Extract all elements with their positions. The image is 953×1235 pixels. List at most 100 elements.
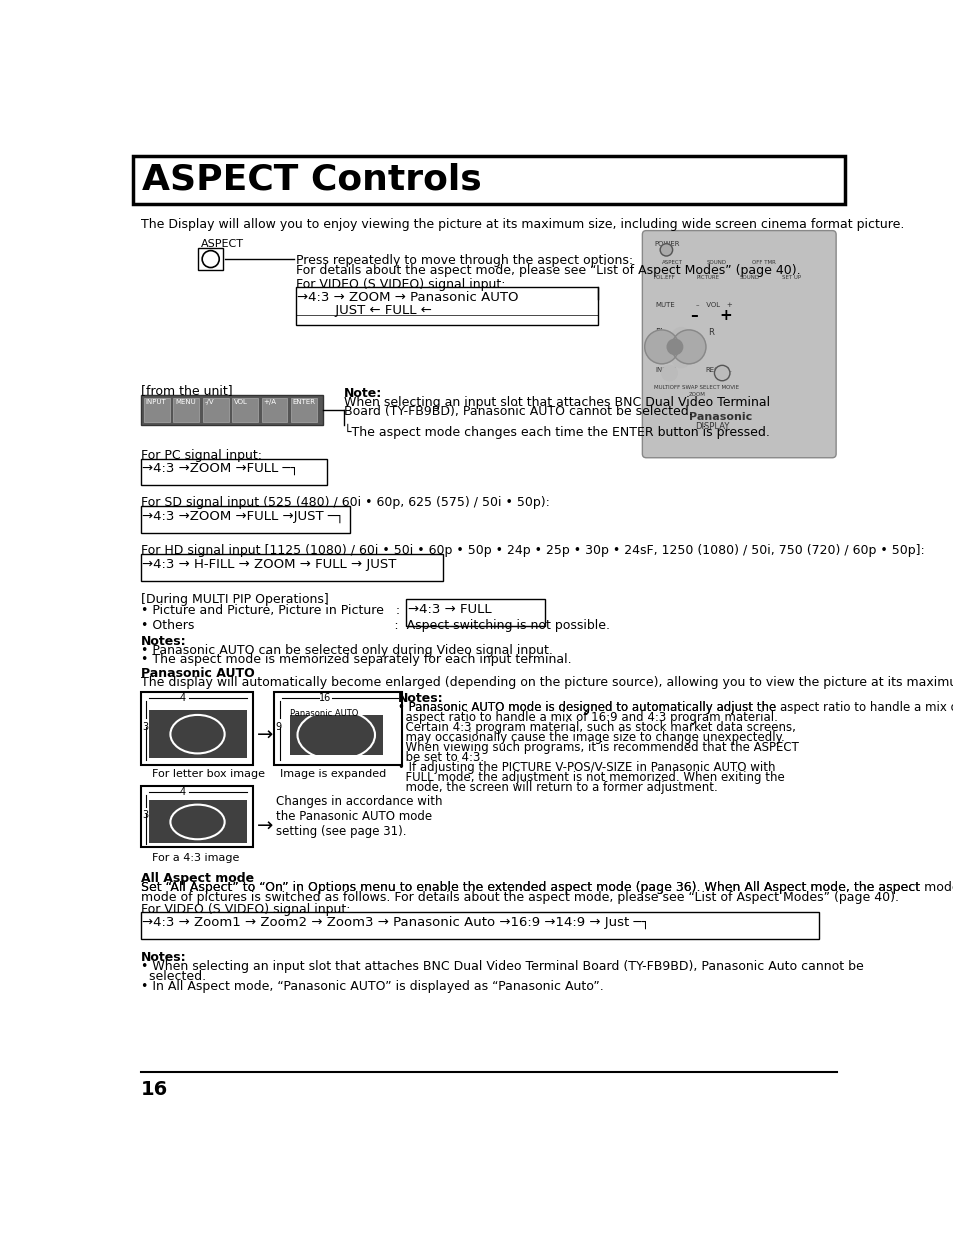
- Text: RECALL: RECALL: [704, 367, 731, 373]
- Text: Changes in accordance with
the Panasonic AUTO mode
setting (see page 31).: Changes in accordance with the Panasonic…: [275, 795, 442, 839]
- Text: -/V: -/V: [204, 399, 213, 405]
- Text: –   VOL   +: – VOL +: [695, 303, 732, 309]
- Text: selected.: selected.: [141, 969, 206, 983]
- Bar: [141, 785, 253, 847]
- Bar: [695, 390, 726, 404]
- Circle shape: [661, 366, 677, 380]
- FancyBboxPatch shape: [641, 231, 835, 458]
- Bar: [149, 799, 247, 842]
- Text: For PC signal input:: For PC signal input:: [141, 448, 262, 462]
- Bar: [659, 258, 692, 270]
- Text: Certain 4:3 program material, such as stock market data screens,: Certain 4:3 program material, such as st…: [397, 721, 796, 734]
- Text: MUTE: MUTE: [655, 303, 675, 309]
- Text: 3: 3: [142, 810, 149, 820]
- Bar: [149, 710, 247, 758]
- Text: 4: 4: [179, 787, 186, 798]
- Bar: [783, 280, 818, 298]
- Text: For VIDEO (S VIDEO) signal input:: For VIDEO (S VIDEO) signal input:: [295, 278, 505, 290]
- Bar: [655, 390, 686, 404]
- Text: Notes:: Notes:: [141, 951, 187, 963]
- Text: Set “All Aspect” to “On” in Options menu to enable the extended aspect mode (pag: Set “All Aspect” to “On” in Options menu…: [141, 882, 953, 894]
- Bar: [697, 280, 731, 298]
- Circle shape: [666, 340, 682, 354]
- Bar: [141, 911, 819, 939]
- Text: →4:3 →ZOOM →FULL →JUST ─┐: →4:3 →ZOOM →FULL →JUST ─┐: [142, 510, 344, 524]
- Text: The Display will allow you to enjoy viewing the picture at its maximum size, inc: The Display will allow you to enjoy view…: [141, 217, 903, 231]
- Text: +: +: [720, 309, 732, 324]
- Text: All Aspect mode: All Aspect mode: [141, 872, 253, 885]
- Text: For VIDEO (S VIDEO) signal input:: For VIDEO (S VIDEO) signal input:: [141, 903, 350, 916]
- Text: Panasonic AUTO: Panasonic AUTO: [141, 667, 254, 680]
- Bar: [645, 235, 831, 454]
- Bar: [654, 280, 687, 298]
- Circle shape: [671, 330, 705, 364]
- Text: ENTER: ENTER: [293, 399, 315, 405]
- Text: 9: 9: [275, 721, 282, 732]
- Text: →4:3 → ZOOM → Panasonic AUTO: →4:3 → ZOOM → Panasonic AUTO: [297, 290, 518, 304]
- Bar: [295, 287, 598, 325]
- Circle shape: [644, 330, 679, 364]
- Text: +/A: +/A: [263, 399, 276, 405]
- Bar: [740, 280, 774, 298]
- Text: be set to 4:3.: be set to 4:3.: [397, 751, 484, 764]
- Text: • Others                                                  :  Aspect switching is: • Others : Aspect switching is: [141, 620, 609, 632]
- Text: OFF TMR: OFF TMR: [751, 259, 775, 264]
- Text: →4:3 →ZOOM →FULL ─┐: →4:3 →ZOOM →FULL ─┐: [142, 462, 298, 475]
- Bar: [776, 390, 806, 404]
- Bar: [141, 395, 323, 425]
- Text: [During MULTI PIP Operations]: [During MULTI PIP Operations]: [141, 593, 329, 606]
- Text: • Picture and Picture, Picture in Picture   :: • Picture and Picture, Picture in Pictur…: [141, 604, 399, 618]
- Text: ASPECT Controls: ASPECT Controls: [142, 162, 482, 196]
- Text: For details about the aspect mode, please see “List of Aspect Modes” (page 40).: For details about the aspect mode, pleas…: [295, 264, 800, 278]
- Text: 16: 16: [141, 1079, 168, 1099]
- Text: 16: 16: [318, 693, 331, 704]
- Bar: [141, 506, 350, 534]
- Bar: [198, 248, 223, 270]
- Bar: [406, 599, 545, 626]
- Bar: [684, 306, 707, 324]
- Text: →4:3 → H-FILL → ZOOM → FULL → JUST: →4:3 → H-FILL → ZOOM → FULL → JUST: [142, 558, 396, 571]
- Text: mode of pictures is switched as follows. For details about the aspect mode, plea: mode of pictures is switched as follows.…: [141, 892, 898, 904]
- Text: Press repeatedly to move through the aspect options:: Press repeatedly to move through the asp…: [295, 254, 633, 268]
- Text: • The aspect mode is memorized separately for each input terminal.: • The aspect mode is memorized separatel…: [141, 653, 571, 667]
- Circle shape: [202, 251, 219, 268]
- Bar: [290, 715, 382, 755]
- Text: 4: 4: [179, 693, 186, 704]
- Bar: [261, 398, 287, 422]
- Text: ASPECT: ASPECT: [661, 259, 682, 264]
- Text: • Panasonic AUTO mode is designed to automatically adjust the aspect ratio to ha: • Panasonic AUTO mode is designed to aut…: [397, 701, 953, 714]
- Text: ZOOM: ZOOM: [688, 391, 705, 396]
- Text: SOUND: SOUND: [739, 275, 759, 280]
- Text: For a 4:3 image: For a 4:3 image: [152, 852, 239, 863]
- Text: • When selecting an input slot that attaches BNC Dual Video Terminal Board (TY-F: • When selecting an input slot that atta…: [141, 960, 862, 973]
- Text: For HD signal input [1125 (1080) / 60i • 50i • 60p • 50p • 24p • 25p • 30p • 24s: For HD signal input [1125 (1080) / 60i •…: [141, 543, 923, 557]
- Text: PICTURE: PICTURE: [696, 275, 719, 280]
- Text: MENU: MENU: [174, 399, 195, 405]
- Text: JUST ← FULL ←: JUST ← FULL ←: [297, 304, 432, 316]
- Text: FOL.EFF: FOL.EFF: [654, 275, 675, 280]
- Text: The display will automatically become enlarged (depending on the picture source): The display will automatically become en…: [141, 677, 953, 689]
- Bar: [141, 692, 253, 764]
- Circle shape: [671, 327, 690, 346]
- Text: • Panasonic AUTO can be selected only during Video signal input.: • Panasonic AUTO can be selected only du…: [141, 645, 552, 657]
- Text: When viewing such programs, it is recommended that the ASPECT: When viewing such programs, it is recomm…: [397, 741, 799, 755]
- Bar: [141, 458, 327, 485]
- Text: Board (TY-FB9BD), Panasonic AUTO cannot be selected.: Board (TY-FB9BD), Panasonic AUTO cannot …: [344, 405, 692, 419]
- Text: VOL: VOL: [233, 399, 248, 405]
- Bar: [173, 398, 199, 422]
- Text: Note:: Note:: [344, 387, 382, 400]
- Text: FULL mode, the adjustment is not memorized. When exiting the: FULL mode, the adjustment is not memoriz…: [397, 771, 784, 784]
- Text: MULTIOFF SWAP SELECT MOVIE: MULTIOFF SWAP SELECT MOVIE: [654, 385, 739, 390]
- Bar: [749, 258, 781, 270]
- Text: →4:3 → FULL: →4:3 → FULL: [407, 603, 491, 615]
- Text: ASPECT: ASPECT: [200, 240, 243, 249]
- Text: • In All Aspect mode, “Panasonic AUTO” is displayed as “Panasonic Auto”.: • In All Aspect mode, “Panasonic AUTO” i…: [141, 979, 603, 993]
- Text: [from the unit]: [from the unit]: [141, 384, 233, 396]
- Text: 3: 3: [142, 721, 149, 732]
- Text: • Panasonic AUTO mode is designed to automatically adjust the: • Panasonic AUTO mode is designed to aut…: [397, 701, 776, 714]
- Text: →: →: [257, 726, 274, 745]
- Bar: [203, 398, 229, 422]
- Bar: [655, 306, 679, 324]
- Text: SOUND: SOUND: [706, 259, 726, 264]
- Text: →: →: [257, 816, 274, 836]
